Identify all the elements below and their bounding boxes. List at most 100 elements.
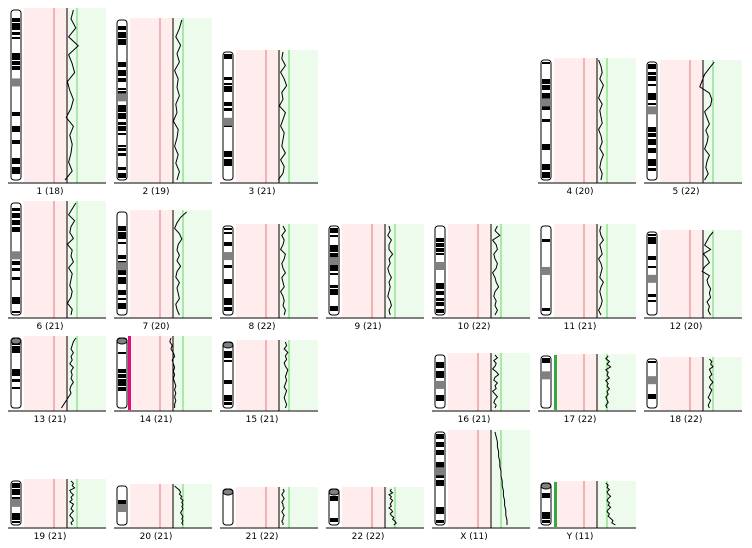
copy-number-profile [387, 225, 394, 316]
copy-number-profile [701, 231, 714, 316]
copy-number-profile [494, 431, 508, 525]
chromosome-panel-15: 15 (21) [220, 340, 318, 425]
chromosome-panel-7: 7 (20) [114, 210, 212, 332]
gain-zone [280, 50, 318, 182]
chromosome-ideogram [116, 19, 128, 181]
chromosome-ideogram [434, 431, 446, 526]
chromosome-panel-17: 17 (22) [538, 354, 636, 425]
gain-zone [280, 224, 318, 317]
copy-number-profile [64, 9, 79, 181]
chromosome-panel-4: 4 (20) [538, 58, 636, 197]
loss-zone [236, 487, 280, 527]
copy-number-profile [388, 488, 397, 526]
copy-number-profile [174, 211, 187, 316]
loss-marker [128, 336, 131, 410]
loss-zone [660, 230, 704, 317]
chromosome-label: 20 (21) [140, 532, 173, 542]
chromosome-panel-20: 20 (21) [114, 484, 212, 542]
loss-zone [342, 224, 386, 317]
chromosome-label: 10 (22) [458, 322, 491, 332]
copy-number-profile [60, 337, 77, 409]
loss-zone [342, 487, 386, 527]
chromosome-label: 13 (21) [34, 415, 67, 425]
gain-zone [704, 230, 742, 317]
chromosome-ideogram [222, 488, 234, 526]
gain-zone [280, 487, 318, 527]
chromosome-panel-21: 21 (22) [220, 487, 318, 542]
copy-number-profile [283, 341, 289, 409]
gain-marker [554, 355, 557, 410]
copy-number-profile [598, 225, 604, 316]
gain-zone [492, 353, 530, 410]
gain-zone [704, 60, 742, 182]
loss-zone [554, 58, 598, 182]
chromosome-ideogram [646, 231, 658, 316]
gain-zone [598, 481, 636, 527]
gain-zone [68, 201, 106, 317]
chromosome-ideogram [10, 337, 22, 409]
chromosome-panel-3: 3 (21) [220, 50, 318, 197]
gain-zone [174, 18, 212, 182]
loss-zone [660, 357, 704, 410]
chromosome-panel-11: 11 (21) [538, 224, 636, 332]
chromosome-panel-8: 8 (22) [220, 224, 318, 332]
gain-zone [598, 224, 636, 317]
chromosome-label: 3 (21) [248, 187, 275, 197]
chromosome-panel-x: X (11) [432, 430, 530, 542]
loss-zone [24, 201, 68, 317]
loss-zone [448, 430, 492, 527]
chromosome-panel-9: 9 (21) [326, 224, 424, 332]
chromosome-panel-19: 19 (21) [8, 479, 106, 542]
chromosome-label: 11 (21) [564, 322, 597, 332]
copy-number-profile [491, 225, 501, 316]
chromosome-panel-5: 5 (22) [644, 60, 742, 197]
loss-zone [236, 340, 280, 410]
loss-zone [448, 224, 492, 317]
chromosome-label: 19 (21) [34, 532, 67, 542]
gain-zone [598, 354, 636, 410]
chromosome-label: 9 (21) [354, 322, 381, 332]
copy-number-profile [277, 51, 288, 181]
chromosome-label: 8 (22) [248, 322, 275, 332]
loss-zone [130, 210, 174, 317]
chromosome-label: 18 (22) [670, 415, 703, 425]
copy-number-profile [491, 354, 500, 409]
copy-number-profile [605, 355, 612, 409]
chromosome-ideogram [222, 51, 234, 181]
gain-marker [554, 482, 557, 527]
loss-zone [24, 8, 68, 182]
chromosome-label: 1 (18) [36, 187, 63, 197]
chromosome-ideogram [646, 61, 658, 181]
gain-zone [68, 336, 106, 410]
chromosome-ideogram [10, 202, 22, 316]
chromosome-panel-y: Y (11) [538, 481, 636, 542]
copy-number-profile [69, 480, 76, 526]
copy-number-profile [172, 19, 183, 181]
chromosome-label: 6 (21) [36, 322, 63, 332]
loss-zone [236, 224, 280, 317]
gain-zone [174, 210, 212, 317]
chromosome-panel-6: 6 (21) [8, 201, 106, 332]
chromosome-panel-2: 2 (19) [114, 18, 212, 197]
chromosome-ideogram [222, 341, 234, 409]
chromosome-ideogram [222, 225, 234, 316]
copy-number-profile [169, 337, 177, 408]
copy-number-profile [174, 485, 184, 526]
loss-zone [130, 336, 174, 410]
loss-zone [130, 484, 174, 527]
loss-zone [660, 60, 704, 182]
gain-zone [174, 336, 212, 410]
copy-number-profile [605, 482, 616, 526]
chromosome-panel-13: 13 (21) [8, 336, 106, 425]
loss-zone [130, 18, 174, 182]
chromosome-panel-22: 22 (22) [326, 487, 424, 542]
chromosome-label: 7 (20) [142, 322, 169, 332]
chromosome-ideogram [646, 358, 658, 409]
chromosome-ideogram [540, 59, 552, 181]
chromosome-panel-1: 1 (18) [8, 8, 106, 197]
chromosome-label: Y (11) [566, 532, 594, 542]
gain-zone [68, 8, 106, 182]
chromosome-panel-10: 10 (22) [432, 224, 530, 332]
chromosome-label: 15 (21) [246, 415, 279, 425]
